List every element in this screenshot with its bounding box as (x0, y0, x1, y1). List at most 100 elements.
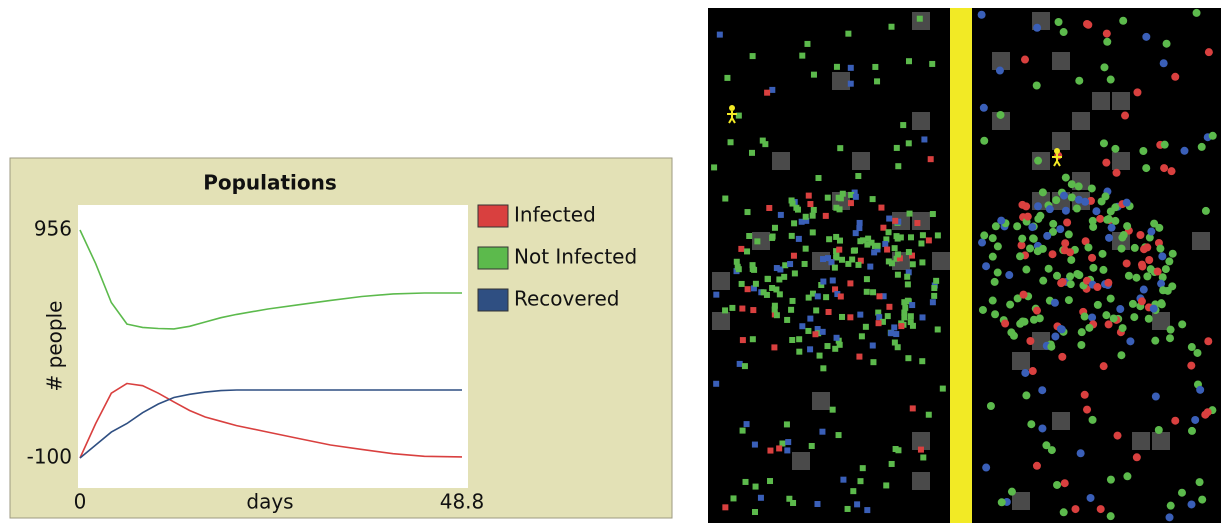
agent (1180, 146, 1189, 155)
agent (1059, 508, 1068, 517)
agent (857, 478, 864, 485)
agent (1153, 267, 1162, 276)
agent (1076, 449, 1085, 458)
agent (884, 313, 891, 320)
agent (894, 235, 901, 242)
agent (848, 191, 855, 198)
agent (1044, 264, 1053, 273)
agent (782, 262, 789, 269)
agent (769, 86, 776, 93)
agent (1066, 248, 1075, 257)
agent (1050, 298, 1059, 307)
agent (1018, 200, 1027, 209)
agent (986, 402, 995, 411)
agent (722, 195, 729, 202)
agent (713, 291, 720, 298)
agent (1088, 253, 1097, 262)
agent (1038, 424, 1047, 433)
agent (1064, 230, 1073, 239)
agent (918, 240, 925, 247)
agent (1132, 273, 1141, 282)
agent (807, 315, 814, 322)
agent (1067, 255, 1076, 264)
agent (1105, 233, 1114, 242)
agent (750, 307, 757, 314)
agent (997, 216, 1006, 225)
agent (868, 239, 875, 246)
agent (1113, 431, 1122, 440)
agent (711, 164, 718, 171)
agent (742, 478, 749, 485)
agent (777, 266, 784, 273)
agent (749, 149, 756, 156)
agent (892, 446, 899, 453)
patch (772, 152, 790, 170)
agent (1059, 28, 1068, 37)
agent (735, 112, 742, 119)
agent (847, 64, 854, 71)
agent (771, 224, 778, 231)
agent (909, 302, 916, 309)
agent (823, 294, 830, 301)
agent (771, 302, 778, 309)
agent (934, 326, 941, 333)
agent (854, 501, 861, 508)
agent (901, 299, 908, 306)
agent (763, 291, 770, 298)
agent (809, 212, 816, 219)
agent (884, 246, 891, 253)
agent (1009, 331, 1018, 340)
patch (1052, 412, 1070, 430)
agent (1139, 245, 1148, 254)
agent (1063, 218, 1072, 227)
agent (1204, 337, 1213, 346)
agent (888, 260, 895, 267)
patch (912, 112, 930, 130)
agent (851, 189, 858, 196)
agent (1038, 244, 1047, 253)
agent (1022, 391, 1031, 400)
agent (871, 249, 878, 256)
agent (746, 232, 753, 239)
agent (1109, 314, 1118, 323)
agent (1058, 352, 1067, 361)
agent (891, 245, 898, 252)
agent (850, 488, 857, 495)
agent (893, 331, 900, 338)
x-tick-label: 0 (74, 490, 87, 514)
agent (1187, 426, 1196, 435)
agent (1043, 231, 1052, 240)
agent (927, 156, 934, 163)
agent (1048, 250, 1057, 259)
agent (791, 220, 798, 227)
agent (1106, 294, 1115, 303)
agent (749, 53, 756, 60)
agent (855, 173, 862, 180)
agent (897, 234, 904, 241)
agent (773, 265, 780, 272)
agent (988, 234, 997, 243)
agent (722, 504, 729, 511)
patch (1152, 432, 1170, 450)
agent (835, 194, 842, 201)
patch (932, 252, 950, 270)
agent (769, 285, 776, 292)
agent (837, 145, 844, 152)
agent (885, 258, 892, 265)
agent (1102, 29, 1111, 38)
agent (1056, 225, 1065, 234)
agent (1053, 480, 1062, 489)
agent (1111, 216, 1120, 225)
agent (888, 460, 895, 467)
agent (844, 505, 851, 512)
agent (1123, 472, 1132, 481)
agent (1052, 196, 1061, 205)
agent (820, 256, 827, 263)
agent (1165, 257, 1174, 266)
agent (1106, 475, 1115, 484)
agent (1042, 441, 1051, 450)
person (1052, 154, 1062, 167)
agent (991, 310, 1000, 319)
agent (749, 265, 756, 272)
agent (875, 320, 882, 327)
